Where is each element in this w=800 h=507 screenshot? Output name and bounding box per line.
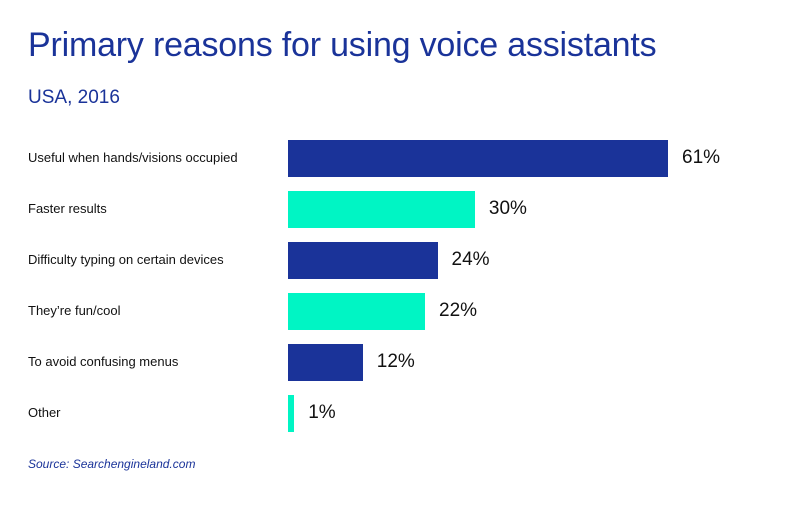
category-label: Useful when hands/visions occupied	[28, 150, 238, 165]
bar	[288, 292, 426, 330]
chart-title: Primary reasons for using voice assistan…	[28, 26, 657, 64]
value-label: 1%	[308, 402, 336, 423]
value-label: 61%	[682, 147, 721, 168]
category-label: To avoid confusing menus	[28, 354, 179, 369]
value-label: 22%	[439, 300, 478, 321]
bar	[288, 190, 475, 228]
value-label: 30%	[488, 198, 527, 219]
category-label: Other	[28, 405, 61, 420]
bar	[288, 394, 295, 432]
chart-subtitle: USA, 2016	[28, 87, 120, 108]
category-label: Difficulty typing on certain devices	[28, 252, 224, 267]
source-note: Source: Searchengineland.com	[28, 457, 196, 471]
bar	[288, 241, 438, 279]
category-label: Faster results	[28, 201, 107, 216]
bar	[288, 139, 668, 177]
category-label: They’re fun/cool	[28, 303, 121, 318]
value-label: 12%	[376, 351, 415, 372]
bar	[288, 343, 363, 381]
value-label: 24%	[451, 249, 490, 270]
